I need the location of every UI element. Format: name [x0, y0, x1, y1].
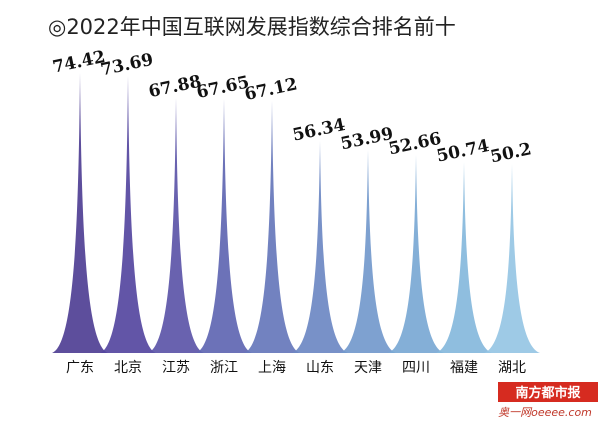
value-label: 50.2	[489, 139, 534, 167]
watermark-brand: 南方都市报	[515, 385, 581, 401]
watermark-site: 奥一网oeeee.com	[498, 406, 592, 419]
spike	[484, 164, 540, 353]
spike	[148, 97, 204, 353]
watermark-box	[498, 382, 598, 402]
value-label: 73.69	[99, 50, 155, 81]
x-tick-label: 湖北	[498, 360, 526, 376]
value-label: 50.74	[435, 136, 491, 167]
chart-title: ◎2022年中国互联网发展指数综合排名前十	[48, 15, 456, 39]
x-tick-label: 北京	[114, 360, 142, 376]
spike	[100, 75, 156, 353]
x-tick-label: 上海	[258, 360, 286, 376]
x-tick-label: 四川	[402, 360, 430, 376]
spike	[244, 100, 300, 353]
value-label: 67.12	[243, 74, 299, 105]
x-tick-label: 浙江	[210, 360, 238, 376]
spike	[340, 149, 396, 353]
x-tick-label: 广东	[66, 360, 94, 376]
x-tick-label: 山东	[306, 360, 334, 376]
x-tick-label: 江苏	[162, 360, 190, 376]
x-tick-label: 福建	[450, 360, 478, 376]
spike	[196, 98, 252, 353]
spike	[436, 162, 492, 353]
value-label: 52.66	[387, 129, 443, 160]
value-label: 56.34	[291, 115, 347, 146]
x-tick-label: 天津	[354, 360, 382, 376]
spike	[52, 73, 108, 354]
spike	[388, 154, 444, 353]
spike	[292, 141, 348, 353]
